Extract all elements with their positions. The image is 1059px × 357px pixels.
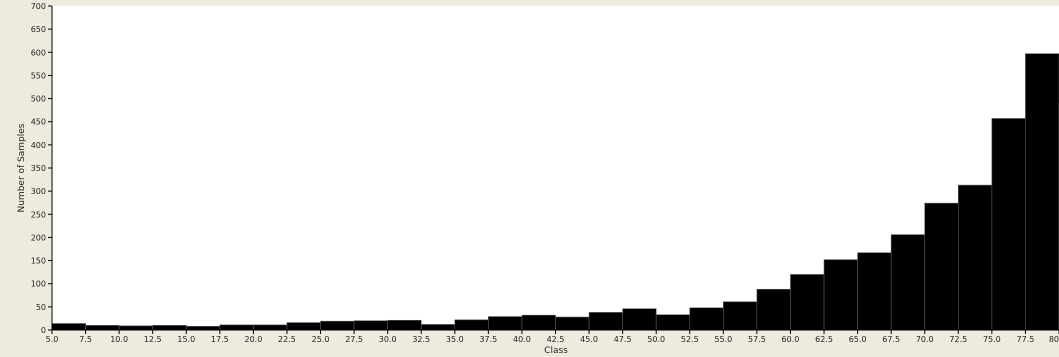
- histogram-bar-22: [790, 274, 825, 331]
- y-tick-label-5: 250: [31, 210, 46, 219]
- histogram-bar-15: [555, 316, 590, 331]
- x-tick-label-5: 17.5: [211, 335, 229, 344]
- y-tick-label-7: 350: [31, 164, 46, 173]
- y-tick-label-8: 400: [31, 141, 46, 150]
- y-tick-label-0: 0: [41, 326, 46, 335]
- y-tick-label-3: 150: [31, 257, 46, 266]
- histogram-bar-20: [723, 301, 758, 331]
- y-axis-title: Number of Samples: [17, 123, 27, 212]
- histogram-bar-8: [320, 320, 355, 331]
- x-tick-label-14: 40.0: [513, 335, 531, 344]
- x-tick-label-30: 80: [1049, 335, 1059, 344]
- histogram-bar-12: [454, 319, 489, 331]
- x-tick-label-19: 52.5: [681, 335, 699, 344]
- histogram-bar-25: [890, 234, 926, 331]
- y-tick-label-4: 200: [31, 233, 46, 242]
- y-tick-label-6: 300: [31, 187, 46, 196]
- x-tick-label-28: 75.0: [983, 335, 1001, 344]
- x-tick-label-17: 47.5: [614, 335, 632, 344]
- x-tick-label-22: 60.0: [782, 335, 800, 344]
- histogram-bar-16: [588, 312, 623, 331]
- histogram-bar-10: [387, 319, 422, 331]
- y-tick-label-11: 550: [31, 71, 46, 80]
- histogram-bar-19: [689, 307, 724, 331]
- x-tick-label-3: 12.5: [144, 335, 162, 344]
- histogram-bar-28: [991, 118, 1026, 331]
- histogram-bar-5: [219, 324, 254, 331]
- x-tick-label-6: 20.0: [244, 335, 262, 344]
- x-tick-label-26: 70.0: [916, 335, 934, 344]
- histogram-bar-3: [152, 325, 187, 331]
- x-tick-label-27: 72.5: [949, 335, 967, 344]
- x-tick-label-23: 62.5: [815, 335, 833, 344]
- x-tick-label-25: 67.5: [882, 335, 900, 344]
- x-tick-label-29: 77.5: [1017, 335, 1035, 344]
- y-tick-label-14: 700: [31, 2, 46, 11]
- x-tick-label-13: 37.5: [479, 335, 497, 344]
- x-tick-label-2: 10.0: [110, 335, 128, 344]
- x-ticks: 5.0 7.5 10.0 12.5 15.0 17.5 20.0 22.5 25.0 27.5 30…: [46, 330, 1059, 344]
- histogram-bar-21: [756, 288, 791, 331]
- x-tick-label-21: 57.5: [748, 335, 766, 344]
- x-axis-title: Class: [544, 346, 568, 356]
- y-tick-label-10: 500: [31, 95, 46, 104]
- histogram-bar-29: [1025, 53, 1059, 331]
- x-tick-label-9: 27.5: [345, 335, 363, 344]
- x-tick-label-4: 15.0: [177, 335, 195, 344]
- y-tick-label-13: 650: [31, 25, 46, 34]
- x-tick-label-16: 45.0: [580, 335, 598, 344]
- x-tick-label-1: 7.5: [79, 335, 92, 344]
- histogram-bar-6: [253, 324, 288, 331]
- y-ticks: 0 50 100 150 200 250 300 350 400 450 500 550 600 650 7…: [31, 2, 52, 335]
- x-tick-label-0: 5.0: [46, 335, 59, 344]
- x-tick-label-18: 50.0: [647, 335, 665, 344]
- x-tick-label-10: 30.0: [379, 335, 397, 344]
- histogram-bar-9: [353, 320, 388, 331]
- x-tick-label-8: 25.0: [312, 335, 330, 344]
- y-tick-label-1: 50: [36, 303, 46, 312]
- histogram-bar-1: [85, 325, 120, 331]
- histogram-bar-7: [286, 322, 321, 331]
- histogram-bar-18: [655, 314, 691, 331]
- x-tick-label-7: 22.5: [278, 335, 296, 344]
- histogram-bar-13: [488, 316, 523, 331]
- x-tick-label-12: 35.0: [446, 335, 464, 344]
- y-tick-label-2: 100: [31, 280, 46, 289]
- x-tick-label-24: 65.0: [849, 335, 867, 344]
- histogram-bar-14: [521, 314, 556, 331]
- bars: [51, 53, 1059, 331]
- histogram-bar-0: [51, 323, 86, 331]
- histogram-bar-2: [118, 325, 153, 331]
- histogram-bar-11: [420, 324, 456, 331]
- y-tick-label-9: 450: [31, 118, 46, 127]
- histogram-bar-24: [857, 252, 892, 331]
- x-tick-label-15: 42.5: [547, 335, 565, 344]
- y-tick-label-12: 600: [31, 48, 46, 57]
- histogram-bar-17: [622, 308, 657, 331]
- x-tick-label-11: 32.5: [412, 335, 430, 344]
- histogram-bar-26: [924, 202, 959, 331]
- histogram-bar-23: [823, 259, 858, 331]
- x-tick-label-20: 55.0: [714, 335, 732, 344]
- histogram-bar-4: [185, 325, 221, 331]
- histogram-bar-27: [957, 184, 993, 331]
